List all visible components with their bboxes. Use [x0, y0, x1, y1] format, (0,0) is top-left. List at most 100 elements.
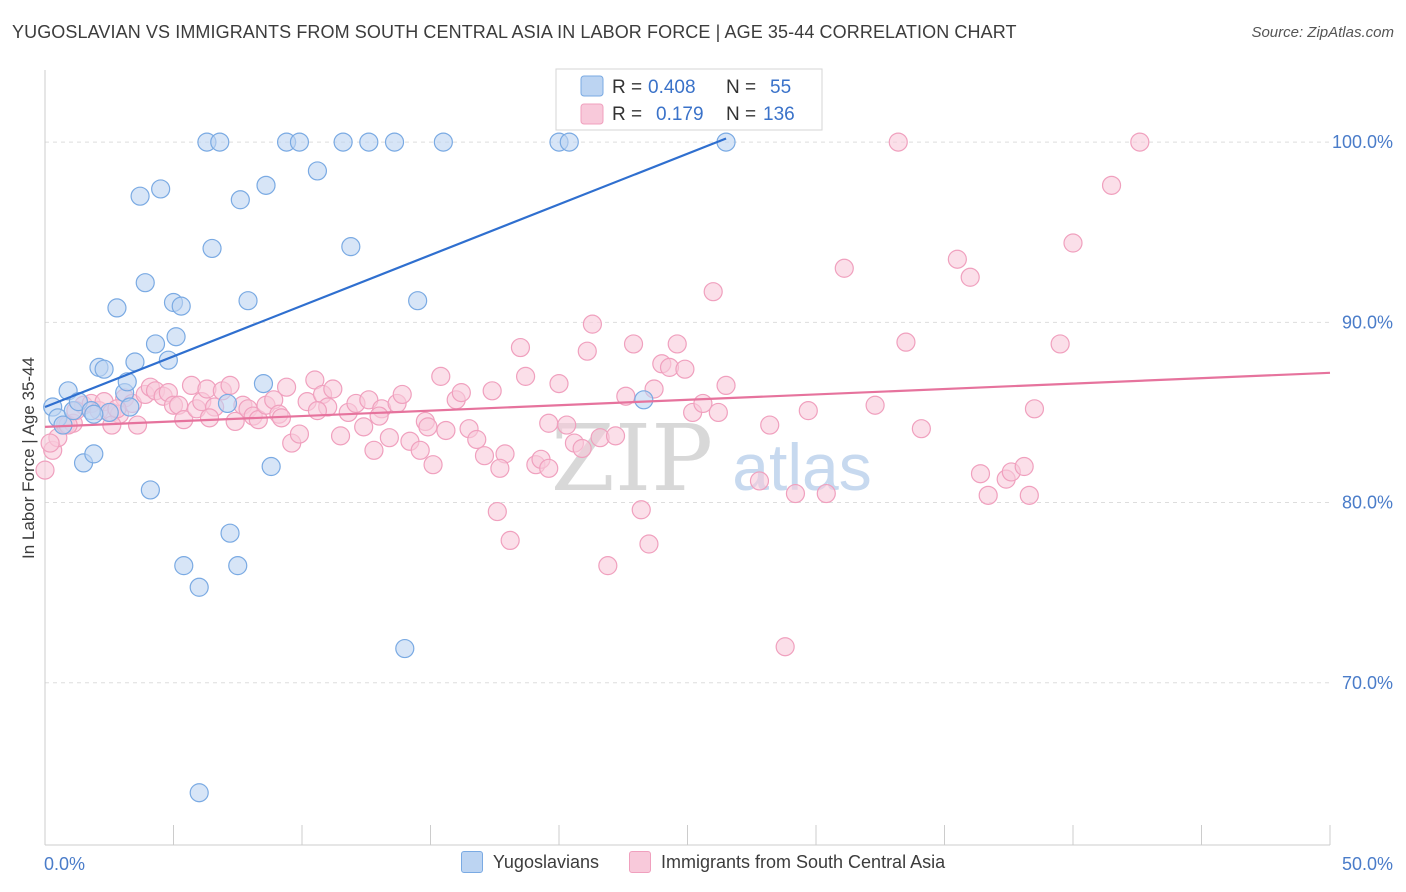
y-tick-label: 90.0% [1342, 312, 1393, 332]
point-yugoslavians [174, 556, 194, 576]
legend-swatch-pink [628, 851, 651, 873]
point-immigrants [500, 530, 520, 551]
point-immigrants [127, 415, 148, 435]
point-immigrants [1050, 334, 1070, 354]
point-immigrants [392, 384, 412, 405]
watermark: ZIP atlas [551, 405, 872, 512]
point-immigrants [623, 334, 644, 354]
point-immigrants [557, 415, 577, 435]
point-yugoslavians [171, 296, 191, 316]
point-immigrants [364, 440, 384, 460]
point-immigrants [330, 426, 351, 446]
point-yugoslavians [217, 393, 238, 414]
point-immigrants [716, 375, 736, 396]
point-yugoslavians [120, 397, 140, 417]
point-yugoslavians [634, 390, 654, 410]
gridlines [45, 141, 1330, 684]
point-immigrants [978, 485, 998, 505]
point-immigrants [482, 381, 502, 401]
point-immigrants [1101, 175, 1122, 195]
point-immigrants [675, 359, 695, 379]
point-yugoslavians [135, 273, 155, 293]
point-immigrants [307, 401, 328, 421]
point-immigrants [947, 249, 967, 269]
point-immigrants [467, 429, 487, 450]
stats-n-value-1: 55 [770, 77, 791, 98]
point-immigrants [616, 386, 636, 406]
y-tick-label: 100.0% [1332, 132, 1393, 152]
point-yugoslavians [107, 298, 127, 318]
point-yugoslavians [94, 359, 114, 379]
point-immigrants [410, 440, 430, 460]
point-immigrants [865, 395, 885, 415]
point-yugoslavians [202, 238, 222, 259]
stats-r-label-2: R = [612, 104, 642, 125]
point-immigrants [816, 483, 836, 504]
point-yugoslavians [341, 237, 361, 257]
point-immigrants [418, 417, 438, 437]
point-immigrants [354, 417, 374, 437]
point-immigrants [423, 455, 443, 475]
point-yugoslavians [145, 334, 166, 354]
point-immigrants [639, 534, 659, 554]
point-immigrants [220, 375, 240, 396]
stats-r-value-1: 0.408 [648, 77, 696, 98]
legend: Yugoslavians Immigrants from South Centr… [0, 851, 1406, 873]
point-immigrants [582, 314, 603, 334]
point-immigrants [35, 460, 55, 480]
point-immigrants [1014, 456, 1034, 477]
y-tick-label: 80.0% [1342, 493, 1393, 513]
point-immigrants [199, 408, 220, 428]
point-immigrants [510, 337, 531, 358]
trend-line-yugoslavians [44, 137, 727, 409]
legend-item-yugoslavians[interactable]: Yugoslavians [460, 851, 599, 873]
point-immigrants [896, 332, 916, 352]
point-immigrants [760, 415, 780, 435]
point-immigrants [40, 433, 60, 453]
point-yugoslavians [140, 480, 160, 500]
stats-n-label-2: N = [726, 104, 756, 125]
stats-n-value-2: 136 [763, 104, 795, 125]
legend-item-immigrants[interactable]: Immigrants from South Central Asia [628, 851, 946, 873]
point-immigrants [911, 419, 931, 439]
point-yugoslavians [166, 327, 186, 347]
point-yugoslavians [307, 161, 328, 181]
point-yugoslavians [559, 132, 579, 152]
point-yugoslavians [253, 374, 274, 394]
stats-r-value-2: 0.179 [656, 104, 704, 125]
point-immigrants [431, 366, 451, 386]
point-immigrants [708, 402, 728, 423]
point-yugoslavians [228, 556, 248, 576]
point-immigrants [539, 413, 559, 433]
stats-swatch-yugoslavians [580, 75, 604, 97]
point-yugoslavians [84, 404, 104, 424]
point-yugoslavians [289, 132, 310, 152]
point-yugoslavians [130, 186, 150, 206]
stats-n-label-1: N = [726, 77, 756, 98]
point-immigrants [379, 428, 399, 448]
point-yugoslavians [230, 190, 250, 210]
watermark-zip: ZIP [551, 405, 713, 512]
point-immigrants [798, 401, 818, 421]
point-immigrants [490, 458, 510, 478]
point-immigrants [631, 500, 651, 520]
point-immigrants [785, 483, 806, 504]
point-immigrants [276, 377, 297, 397]
point-immigrants [703, 282, 723, 302]
point-yugoslavians [238, 291, 258, 311]
point-immigrants [749, 471, 770, 491]
x-tick-label: 0.0% [44, 854, 85, 874]
point-immigrants [577, 341, 597, 361]
trend-lines [44, 137, 1331, 428]
legend-label-yugoslavians: Yugoslavians [492, 851, 599, 872]
legend-swatch-blue [460, 851, 483, 873]
stats-box: R = 0.408 N = 55 R = 0.179 N = 136 [555, 68, 823, 131]
point-immigrants [667, 334, 687, 354]
point-immigrants [775, 637, 795, 657]
legend-label-immigrants: Immigrants from South Central Asia [660, 851, 946, 872]
data-points [35, 132, 1150, 803]
point-immigrants [970, 464, 991, 484]
point-yugoslavians [261, 456, 281, 477]
point-immigrants [888, 132, 908, 152]
